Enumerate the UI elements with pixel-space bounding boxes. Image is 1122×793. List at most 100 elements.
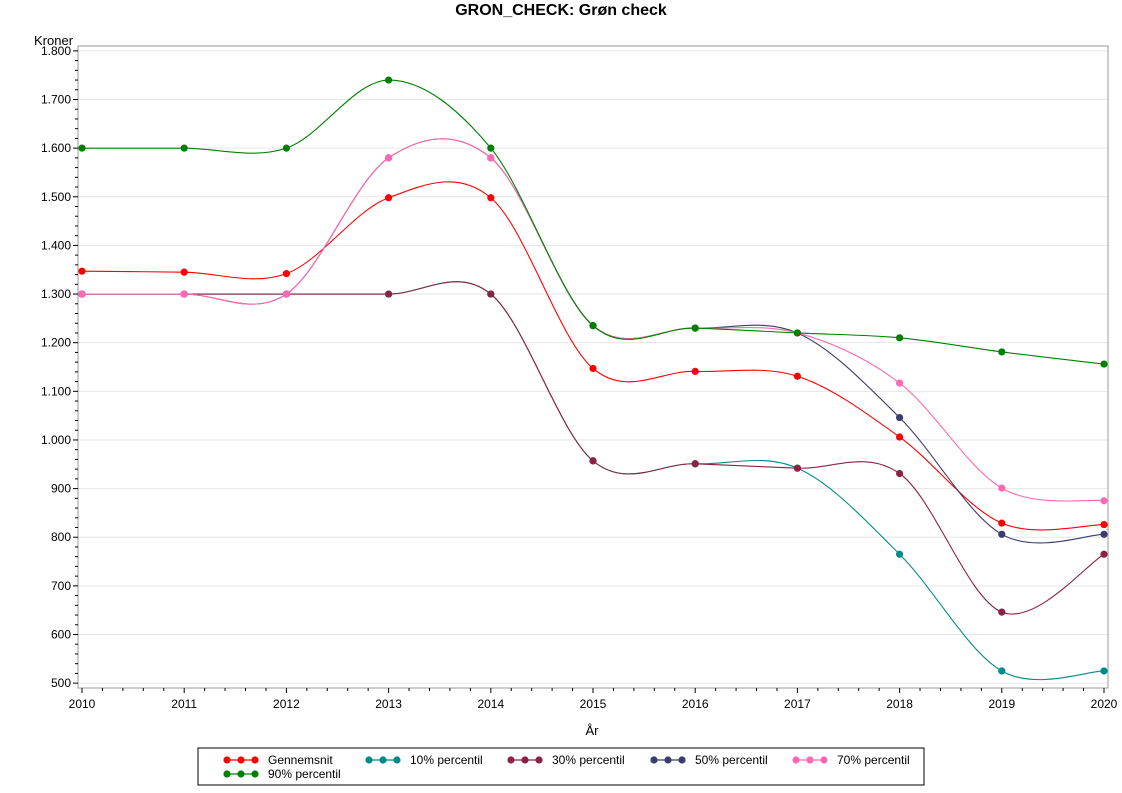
legend-box xyxy=(197,747,925,786)
data-point xyxy=(78,144,86,152)
data-point xyxy=(78,267,86,275)
legend-marker xyxy=(365,756,373,764)
x-tick-label: 2015 xyxy=(580,697,607,711)
data-point xyxy=(180,144,188,152)
x-tick-label: 2019 xyxy=(988,697,1015,711)
y-tick-label: 1.300 xyxy=(41,287,71,301)
legend-item: Gennemsnit xyxy=(223,753,333,767)
y-tick-label: 1.200 xyxy=(41,336,71,350)
series-line xyxy=(81,181,1105,531)
legend-marker xyxy=(507,756,515,764)
series-line xyxy=(81,138,1105,502)
legend-marker xyxy=(251,756,259,764)
data-point xyxy=(385,194,393,202)
data-point xyxy=(691,367,699,375)
legend-label: 50% percentil xyxy=(695,753,768,767)
data-point xyxy=(385,76,393,84)
x-tick-label: 2020 xyxy=(1091,697,1118,711)
x-tick-label: 2017 xyxy=(784,697,811,711)
legend-label: Gennemsnit xyxy=(268,753,333,767)
series-4 xyxy=(78,138,1108,544)
y-tick-label: 1.700 xyxy=(41,93,71,107)
y-tick-label: 1.400 xyxy=(41,238,71,252)
series-1 xyxy=(78,181,1108,531)
legend-marker xyxy=(678,756,686,764)
legend-marker xyxy=(237,756,245,764)
legend-item: 30% percentil xyxy=(507,753,625,767)
y-tick-label: 500 xyxy=(51,676,71,690)
legend-item: 50% percentil xyxy=(650,753,768,767)
legend-marker xyxy=(820,756,828,764)
data-point xyxy=(487,194,495,202)
y-tick-label: 600 xyxy=(51,628,71,642)
data-point xyxy=(998,667,1006,675)
legend-marker xyxy=(664,756,672,764)
data-point xyxy=(793,464,802,472)
x-tick-label: 2016 xyxy=(682,697,709,711)
data-point xyxy=(691,324,699,332)
data-point xyxy=(1100,667,1108,675)
legend-label: 10% percentil xyxy=(410,753,483,767)
y-tick-label: 700 xyxy=(51,579,71,593)
data-point xyxy=(282,290,290,298)
legend-marker xyxy=(237,770,245,778)
series-line xyxy=(81,138,1105,544)
data-point xyxy=(385,290,393,298)
data-point xyxy=(896,433,904,441)
y-tick-label: 800 xyxy=(51,530,71,544)
x-tick-label: 2018 xyxy=(886,697,913,711)
data-point xyxy=(385,154,393,162)
data-point xyxy=(998,608,1006,616)
data-point xyxy=(691,460,699,468)
data-point xyxy=(793,329,802,337)
legend-marker xyxy=(521,756,529,764)
data-point xyxy=(589,364,597,373)
data-point xyxy=(896,469,904,478)
x-tick-label: 2012 xyxy=(273,697,300,711)
legend-marker xyxy=(223,756,231,764)
data-point xyxy=(896,379,904,387)
legend-item: 70% percentil xyxy=(792,753,910,767)
y-tick-label: 1.500 xyxy=(41,190,71,204)
y-tick-label: 1.600 xyxy=(41,141,71,155)
data-point xyxy=(793,372,802,380)
legend-marker xyxy=(223,770,231,778)
legend-marker xyxy=(379,756,387,764)
series-lines xyxy=(78,76,1108,681)
data-point xyxy=(180,268,188,276)
data-point xyxy=(487,290,495,298)
data-point xyxy=(487,144,495,152)
x-tick-label: 2014 xyxy=(477,697,504,711)
x-axis-label: År xyxy=(586,723,600,738)
data-point xyxy=(1100,530,1108,538)
x-axis: 2010 2011 2012 2013 2014 2015 2016 2017 2018 2019… xyxy=(69,688,1118,711)
data-point xyxy=(896,334,904,342)
data-point xyxy=(282,270,290,278)
legend-marker xyxy=(393,756,401,764)
data-point xyxy=(1100,360,1108,368)
y-tick-label: 1.800 xyxy=(41,44,71,58)
data-point xyxy=(896,413,904,422)
data-point xyxy=(589,322,597,330)
data-point xyxy=(998,484,1006,492)
series-2 xyxy=(78,281,1108,681)
legend-marker xyxy=(535,756,543,764)
y-axis-label: Kroner xyxy=(34,33,74,48)
series-3 xyxy=(78,281,1108,616)
y-tick-label: 900 xyxy=(51,482,71,496)
data-point xyxy=(180,290,188,298)
data-point xyxy=(1100,497,1108,505)
legend-item: 90% percentil xyxy=(223,767,341,781)
chart-title: GRON_CHECK: Grøn check xyxy=(455,2,667,19)
data-point xyxy=(998,348,1006,356)
gridlines xyxy=(78,50,1108,684)
data-point xyxy=(1100,550,1108,558)
y-axis: 500 600 700 800 900 1.000 1.100 1.200 1.300 1.400… xyxy=(41,44,78,690)
legend-item: 10% percentil xyxy=(365,753,483,767)
data-point xyxy=(78,290,86,298)
x-tick-label: 2011 xyxy=(171,697,197,711)
y-tick-label: 1.000 xyxy=(41,433,71,447)
legend-label: 90% percentil xyxy=(268,767,341,781)
series-line xyxy=(81,281,1105,615)
